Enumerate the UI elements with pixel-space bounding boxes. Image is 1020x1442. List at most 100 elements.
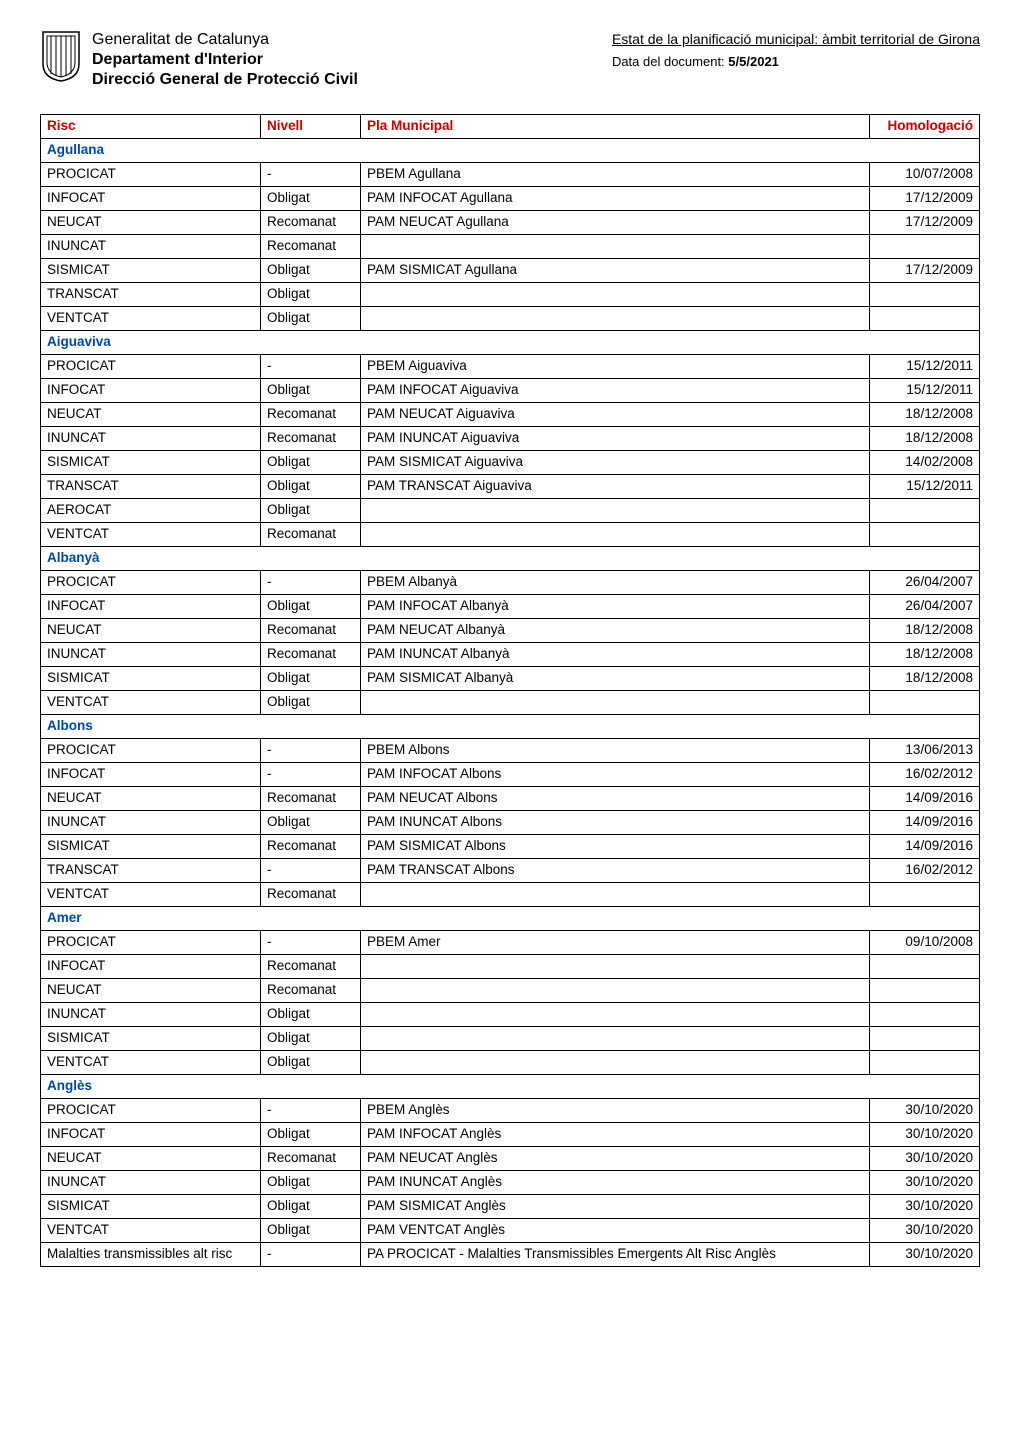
table-row: INUNCATObligatPAM INUNCAT Anglès30/10/20… bbox=[41, 1171, 980, 1195]
cell-homolog bbox=[870, 979, 980, 1003]
table-row: PROCICAT-PBEM Agullana10/07/2008 bbox=[41, 163, 980, 187]
cell-nivell: Recomanat bbox=[261, 883, 361, 907]
cell-pla: PA PROCICAT - Malalties Transmissibles E… bbox=[361, 1243, 870, 1267]
cell-risc: INFOCAT bbox=[41, 187, 261, 211]
cell-pla: PBEM Agullana bbox=[361, 163, 870, 187]
cell-homolog: 26/04/2007 bbox=[870, 571, 980, 595]
cell-nivell: Obligat bbox=[261, 283, 361, 307]
table-row: INUNCATObligat bbox=[41, 1003, 980, 1027]
section-name: Aiguaviva bbox=[41, 331, 980, 355]
cell-risc: VENTCAT bbox=[41, 307, 261, 331]
cell-risc: NEUCAT bbox=[41, 787, 261, 811]
cell-homolog: 18/12/2008 bbox=[870, 619, 980, 643]
cell-nivell: - bbox=[261, 571, 361, 595]
cell-homolog bbox=[870, 1051, 980, 1075]
cell-pla bbox=[361, 1027, 870, 1051]
cell-nivell: Obligat bbox=[261, 811, 361, 835]
cell-risc: Malalties transmissibles alt risc bbox=[41, 1243, 261, 1267]
cell-pla bbox=[361, 1003, 870, 1027]
cell-nivell: - bbox=[261, 859, 361, 883]
table-row: SISMICATObligat bbox=[41, 1027, 980, 1051]
cell-pla bbox=[361, 283, 870, 307]
cell-pla: PAM INFOCAT Aiguaviva bbox=[361, 379, 870, 403]
title-link[interactable]: Estat de la planificació municipal: àmbi… bbox=[612, 30, 980, 48]
cell-nivell: Obligat bbox=[261, 451, 361, 475]
section-row: Albanyà bbox=[41, 547, 980, 571]
cell-pla: PAM TRANSCAT Albons bbox=[361, 859, 870, 883]
cell-nivell: Obligat bbox=[261, 1195, 361, 1219]
cell-pla: PAM INUNCAT Albons bbox=[361, 811, 870, 835]
cell-risc: TRANSCAT bbox=[41, 283, 261, 307]
cell-homolog: 14/02/2008 bbox=[870, 451, 980, 475]
org-block: Generalitat de Catalunya Departament d'I… bbox=[92, 30, 358, 90]
cell-risc: PROCICAT bbox=[41, 739, 261, 763]
table-row: TRANSCATObligatPAM TRANSCAT Aiguaviva15/… bbox=[41, 475, 980, 499]
cell-risc: INUNCAT bbox=[41, 811, 261, 835]
cell-nivell: - bbox=[261, 739, 361, 763]
cell-risc: TRANSCAT bbox=[41, 859, 261, 883]
table-row: SISMICATObligatPAM SISMICAT Anglès30/10/… bbox=[41, 1195, 980, 1219]
cell-risc: INUNCAT bbox=[41, 1171, 261, 1195]
col-header-risc: Risc bbox=[41, 115, 261, 139]
cell-pla: PAM INUNCAT Albanyà bbox=[361, 643, 870, 667]
cell-pla: PAM NEUCAT Anglès bbox=[361, 1147, 870, 1171]
cell-nivell: Recomanat bbox=[261, 979, 361, 1003]
cell-pla: PBEM Aiguaviva bbox=[361, 355, 870, 379]
cell-homolog: 17/12/2009 bbox=[870, 211, 980, 235]
cell-nivell: Obligat bbox=[261, 667, 361, 691]
cell-nivell: - bbox=[261, 163, 361, 187]
cell-homolog: 30/10/2020 bbox=[870, 1147, 980, 1171]
table-row: SISMICATRecomanatPAM SISMICAT Albons14/0… bbox=[41, 835, 980, 859]
generalitat-crest-icon bbox=[40, 30, 82, 82]
cell-pla: PAM INFOCAT Agullana bbox=[361, 187, 870, 211]
cell-homolog: 15/12/2011 bbox=[870, 379, 980, 403]
table-row: NEUCATRecomanat bbox=[41, 979, 980, 1003]
cell-nivell: Obligat bbox=[261, 259, 361, 283]
section-row: Agullana bbox=[41, 139, 980, 163]
cell-risc: INFOCAT bbox=[41, 955, 261, 979]
table-row: INUNCATObligatPAM INUNCAT Albons14/09/20… bbox=[41, 811, 980, 835]
cell-risc: SISMICAT bbox=[41, 835, 261, 859]
cell-pla: PAM INUNCAT Aiguaviva bbox=[361, 427, 870, 451]
cell-nivell: Recomanat bbox=[261, 403, 361, 427]
table-row: NEUCATRecomanatPAM NEUCAT Agullana17/12/… bbox=[41, 211, 980, 235]
cell-nivell: Obligat bbox=[261, 595, 361, 619]
cell-homolog: 14/09/2016 bbox=[870, 787, 980, 811]
cell-nivell: Recomanat bbox=[261, 1147, 361, 1171]
cell-homolog: 30/10/2020 bbox=[870, 1123, 980, 1147]
cell-risc: VENTCAT bbox=[41, 691, 261, 715]
cell-nivell: - bbox=[261, 763, 361, 787]
cell-pla bbox=[361, 691, 870, 715]
section-row: Aiguaviva bbox=[41, 331, 980, 355]
cell-pla bbox=[361, 1051, 870, 1075]
cell-pla: PAM SISMICAT Anglès bbox=[361, 1195, 870, 1219]
header-left: Generalitat de Catalunya Departament d'I… bbox=[40, 30, 358, 90]
header-right: Estat de la planificació municipal: àmbi… bbox=[612, 30, 980, 71]
cell-nivell: Obligat bbox=[261, 1219, 361, 1243]
cell-pla: PAM NEUCAT Aiguaviva bbox=[361, 403, 870, 427]
table-row: PROCICAT-PBEM Albons13/06/2013 bbox=[41, 739, 980, 763]
date-value: 5/5/2021 bbox=[728, 54, 779, 69]
cell-pla: PAM SISMICAT Albanyà bbox=[361, 667, 870, 691]
cell-risc: INUNCAT bbox=[41, 235, 261, 259]
section-name: Albons bbox=[41, 715, 980, 739]
cell-risc: PROCICAT bbox=[41, 1099, 261, 1123]
cell-homolog bbox=[870, 1003, 980, 1027]
cell-risc: NEUCAT bbox=[41, 619, 261, 643]
cell-pla: PAM NEUCAT Albons bbox=[361, 787, 870, 811]
table-row: NEUCATRecomanatPAM NEUCAT Albanyà18/12/2… bbox=[41, 619, 980, 643]
cell-risc: SISMICAT bbox=[41, 1195, 261, 1219]
table-row: VENTCATRecomanat bbox=[41, 883, 980, 907]
table-row: NEUCATRecomanatPAM NEUCAT Aiguaviva18/12… bbox=[41, 403, 980, 427]
cell-pla bbox=[361, 235, 870, 259]
cell-homolog bbox=[870, 955, 980, 979]
cell-risc: PROCICAT bbox=[41, 571, 261, 595]
table-row: INFOCAT-PAM INFOCAT Albons16/02/2012 bbox=[41, 763, 980, 787]
table-row: INUNCATRecomanat bbox=[41, 235, 980, 259]
cell-homolog: 13/06/2013 bbox=[870, 739, 980, 763]
table-row: SISMICATObligatPAM SISMICAT Albanyà18/12… bbox=[41, 667, 980, 691]
cell-homolog: 30/10/2020 bbox=[870, 1195, 980, 1219]
cell-pla: PAM SISMICAT Aiguaviva bbox=[361, 451, 870, 475]
cell-pla: PBEM Amer bbox=[361, 931, 870, 955]
date-label: Data del document: bbox=[612, 54, 728, 69]
